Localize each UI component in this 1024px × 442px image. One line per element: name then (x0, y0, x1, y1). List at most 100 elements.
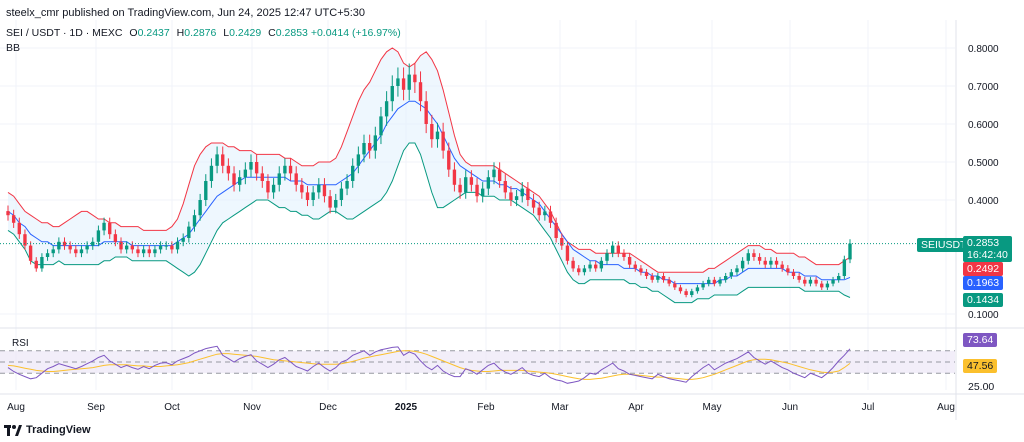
candle-body (531, 200, 536, 208)
candle-body (226, 165, 231, 174)
candle-body (497, 169, 502, 181)
ticker-tag: SEIUSDT (917, 238, 971, 252)
candle-body (469, 177, 474, 185)
candle-body (187, 226, 191, 238)
rsi-value-tag: 73.64 (963, 333, 998, 347)
candle-body (610, 245, 615, 254)
candle-body (294, 173, 298, 185)
candle-body (831, 279, 835, 284)
countdown-value: 16:42:40 (967, 249, 1008, 261)
candle-body (661, 276, 666, 280)
time-tick-label: Apr (628, 402, 644, 413)
candle-body (447, 150, 451, 170)
candle-body (560, 238, 564, 246)
candle-body (492, 169, 496, 178)
candle-body (158, 245, 163, 250)
candle-body (11, 215, 16, 223)
ohlc-legend: SEI / USDT · 1D · MEXC O0.2437 H0.2876 L… (6, 27, 401, 39)
indicator-label-rsi[interactable]: RSI (12, 338, 29, 349)
bb-upper-tag: 0.2492 (963, 262, 1004, 276)
candle-body (786, 268, 790, 273)
bb-upper-line (7, 47, 851, 273)
candles (6, 63, 852, 298)
candle-body (204, 181, 208, 200)
candle-body (407, 74, 411, 90)
candle-body (124, 245, 129, 250)
time-tick-label: Mar (551, 402, 569, 413)
candle-body (848, 243, 852, 260)
candle-body (475, 184, 479, 197)
time-tick-label: Aug (937, 402, 955, 413)
candle-body (718, 279, 722, 284)
candle-body (458, 184, 462, 193)
candle-body (215, 154, 219, 166)
candle-body (113, 234, 118, 242)
candle-body (91, 241, 95, 246)
candle-body (277, 173, 281, 185)
candle-body (503, 181, 507, 193)
time-tick-label: Nov (243, 402, 261, 413)
price-tick-label: 0.1000 (968, 310, 999, 321)
time-tick-label: Sep (87, 402, 105, 413)
candle-body (170, 245, 174, 250)
candle-body (192, 215, 197, 227)
indicator-label-bb[interactable]: BB (6, 42, 21, 54)
candle-body (57, 241, 61, 250)
time-tick-label: 2025 (395, 402, 418, 413)
candle-body (108, 222, 112, 235)
candle-body (232, 173, 236, 185)
change-value: +0.0414 (+16.97%) (310, 27, 401, 39)
candle-body (424, 101, 428, 124)
candle-body (305, 192, 310, 200)
candle-body (656, 276, 660, 280)
candle-body (175, 241, 180, 250)
candle-body (464, 177, 468, 193)
candle-body (85, 245, 89, 250)
candle-body (435, 131, 440, 140)
candle-body (769, 260, 773, 265)
candle-body (390, 86, 394, 102)
rsi-pane (0, 327, 1024, 384)
candle-body (96, 230, 101, 242)
candle-body (334, 200, 338, 208)
candle-body (644, 272, 649, 276)
candle-body (328, 196, 332, 208)
close-value: 0.2853 (275, 27, 308, 39)
open-label: O (129, 27, 138, 39)
last-price-value: 0.2853 (967, 237, 1000, 249)
tradingview-logo-icon (4, 424, 22, 436)
time-tick-label: Feb (477, 402, 495, 413)
candle-body (814, 279, 818, 284)
candle-body (825, 283, 830, 288)
candle-body (254, 162, 259, 174)
low-label: L (223, 27, 230, 39)
candle-body (384, 101, 389, 117)
candle-body (723, 276, 728, 280)
candle-body (639, 268, 643, 273)
candle-body (413, 74, 417, 83)
candle-body (130, 245, 135, 250)
candle-body (481, 188, 485, 197)
candle-body (797, 276, 801, 280)
candle-body (62, 241, 67, 246)
price-tick-label: 0.6000 (968, 120, 999, 131)
candle-body (430, 124, 434, 140)
candle-body (509, 192, 513, 200)
candle-body (763, 260, 767, 265)
close-label: C (268, 27, 276, 39)
price-tick-label: 0.5000 (968, 158, 999, 169)
rsi-ma-tag: 47.56 (963, 359, 998, 373)
candle-body (486, 177, 491, 189)
time-tick-label: Jul (862, 402, 875, 413)
candle-body (141, 249, 146, 254)
candle-body (712, 279, 717, 284)
candle-body (678, 287, 683, 292)
candle-body (311, 192, 315, 200)
time-tick-label: Jun (782, 402, 798, 413)
candle-body (684, 291, 688, 295)
candle-body (40, 257, 44, 269)
symbol-label[interactable]: SEI / USDT · 1D · MEXC (6, 27, 123, 39)
candle-body (565, 245, 570, 261)
candle-body (356, 154, 361, 166)
